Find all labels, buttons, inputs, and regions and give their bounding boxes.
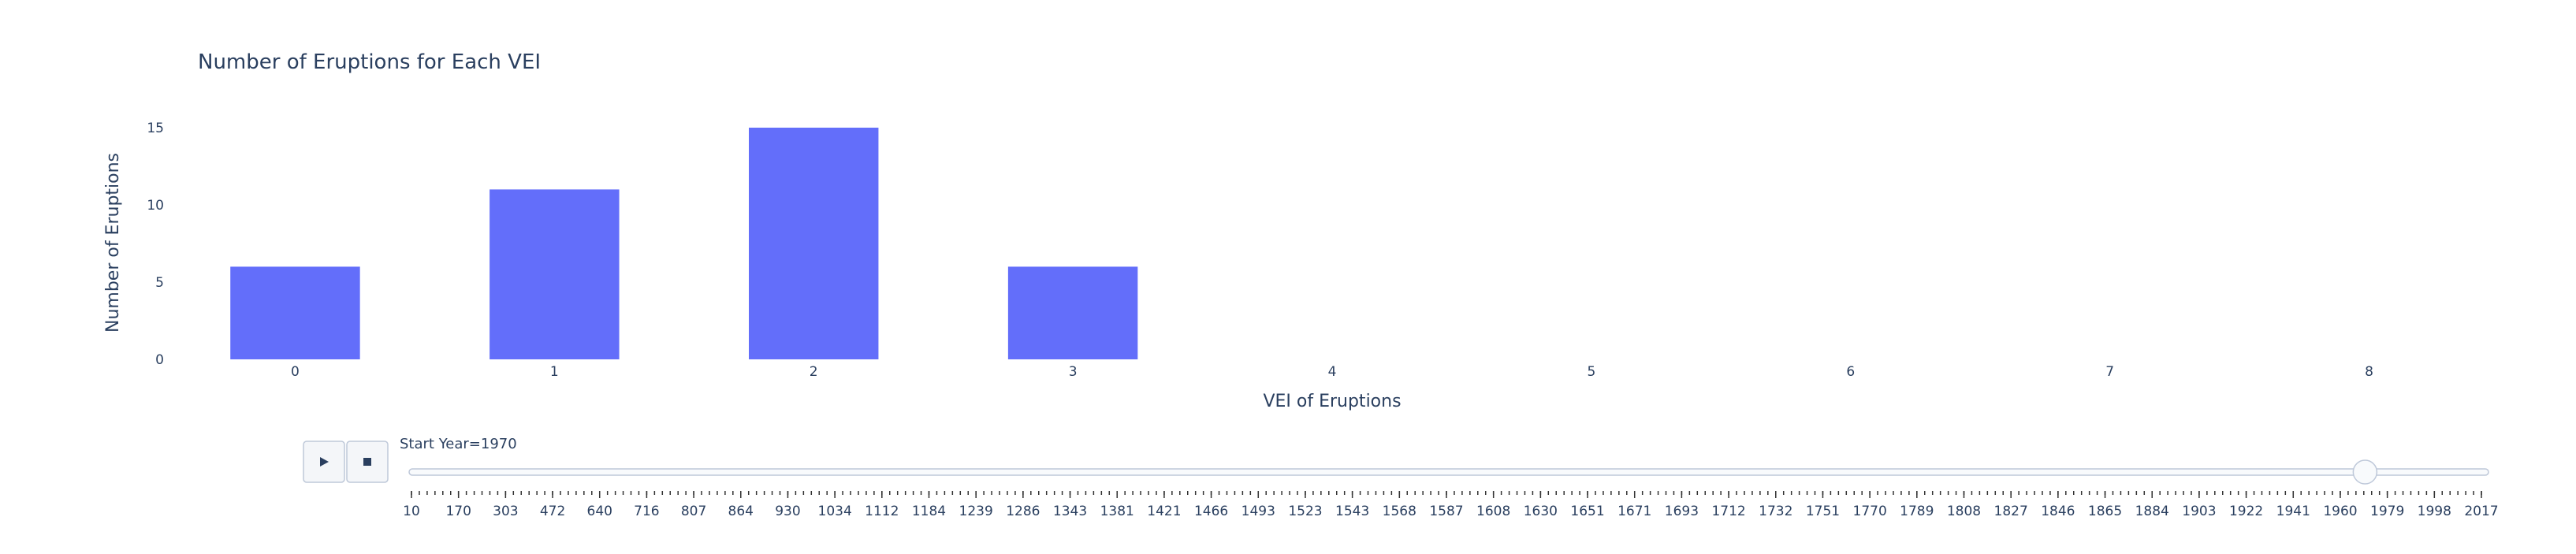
slider-step-label[interactable]: 1770: [1853, 504, 1887, 519]
slider-step-label[interactable]: 1381: [1100, 504, 1134, 519]
chart-title: Number of Eruptions for Each VEI: [198, 50, 541, 74]
bar-vei-1[interactable]: [490, 189, 620, 359]
bars: [230, 128, 1138, 359]
slider-step-label[interactable]: 1884: [2135, 504, 2169, 519]
slider-step-label[interactable]: 10: [403, 504, 420, 519]
slider-step-label[interactable]: 1693: [1665, 504, 1699, 519]
x-tick-label: 2: [810, 364, 818, 380]
slider-step-label[interactable]: 1568: [1383, 504, 1416, 519]
x-tick-label: 1: [550, 364, 559, 380]
slider-step-label[interactable]: 1751: [1806, 504, 1840, 519]
slider-step-label[interactable]: 1712: [1711, 504, 1745, 519]
slider-step-label[interactable]: 1979: [2370, 504, 2404, 519]
slider-step-label[interactable]: 640: [587, 504, 612, 519]
slider-step-label[interactable]: 1184: [912, 504, 946, 519]
slider-step-label[interactable]: 1034: [818, 504, 852, 519]
slider-step-label[interactable]: 1239: [959, 504, 993, 519]
x-tick-label: 6: [1846, 364, 1855, 380]
x-tick-label: 3: [1069, 364, 1078, 380]
slider-step-label[interactable]: 472: [540, 504, 565, 519]
slider-step-label[interactable]: 2017: [2464, 504, 2498, 519]
slider-step-label[interactable]: 716: [634, 504, 659, 519]
slider-step-label[interactable]: 1651: [1570, 504, 1604, 519]
y-tick-label: 10: [147, 198, 164, 214]
slider-step-label[interactable]: 1960: [2323, 504, 2357, 519]
slider-current-value: Start Year=1970: [400, 436, 517, 452]
slider-step-label[interactable]: 1466: [1194, 504, 1228, 519]
y-axis-ticks: 0 5 10 15: [147, 121, 164, 368]
x-tick-label: 7: [2105, 364, 2114, 380]
x-axis-ticks: 0 1 2 3 4 5 6 7 8: [291, 364, 2373, 380]
slider-step-label[interactable]: 1523: [1288, 504, 1322, 519]
slider-handle[interactable]: [2352, 459, 2378, 485]
x-tick-label: 5: [1587, 364, 1595, 380]
slider-step-label[interactable]: 1789: [1900, 504, 1934, 519]
slider-step-label[interactable]: 1493: [1241, 504, 1275, 519]
bar-vei-3[interactable]: [1007, 266, 1138, 359]
slider-step-label[interactable]: 1998: [2418, 504, 2451, 519]
slider-step-label[interactable]: 1732: [1759, 504, 1792, 519]
y-tick-label: 15: [147, 121, 164, 136]
plot-area: 0 5 10 15 0 1 2 3 4 5 6 7 8: [147, 121, 2373, 380]
stop-icon: [363, 458, 371, 466]
slider-step-label[interactable]: 170: [445, 504, 471, 519]
slider-track[interactable]: [408, 468, 2489, 476]
slider-step-label[interactable]: 1922: [2229, 504, 2263, 519]
slider-step-label[interactable]: 303: [493, 504, 518, 519]
y-tick-label: 0: [155, 352, 164, 368]
slider-step-label[interactable]: 1903: [2182, 504, 2216, 519]
slider-step-label[interactable]: 1941: [2276, 504, 2310, 519]
slider-step-label[interactable]: 1543: [1335, 504, 1369, 519]
play-icon: [320, 457, 329, 467]
slider-step-label[interactable]: 1808: [1947, 504, 1981, 519]
slider-step-label[interactable]: 1671: [1617, 504, 1651, 519]
x-tick-label: 0: [291, 364, 300, 380]
slider-step-label[interactable]: 1421: [1147, 504, 1181, 519]
slider-step-label[interactable]: 1286: [1006, 504, 1040, 519]
slider-step-label[interactable]: 864: [728, 504, 754, 519]
x-tick-label: 8: [2365, 364, 2373, 380]
slider-ticks: 10 170 303 472 640 716 807 864 930 1034 1112 1184 12…: [403, 491, 2499, 519]
slider-step-label[interactable]: 1827: [1994, 504, 2028, 519]
stop-button[interactable]: [346, 441, 389, 483]
slider-step-label[interactable]: 1587: [1429, 504, 1463, 519]
slider-step-label[interactable]: 930: [775, 504, 800, 519]
slider-step-label[interactable]: 1343: [1053, 504, 1087, 519]
slider-step-label[interactable]: 1846: [2041, 504, 2075, 519]
bar-vei-2[interactable]: [749, 128, 879, 359]
slider-step-label[interactable]: 1865: [2088, 504, 2122, 519]
play-button[interactable]: [303, 441, 345, 483]
bar-vei-0[interactable]: [230, 266, 360, 359]
x-axis-title: VEI of Eruptions: [1263, 392, 1401, 411]
slider-step-label[interactable]: 1630: [1524, 504, 1558, 519]
slider-step-label[interactable]: 1608: [1476, 504, 1510, 519]
y-axis-title: Number of Eruptions: [103, 153, 123, 333]
x-tick-label: 4: [1328, 364, 1337, 380]
slider-step-label[interactable]: 807: [681, 504, 706, 519]
slider-step-label[interactable]: 1112: [865, 504, 899, 519]
y-tick-label: 5: [155, 275, 164, 291]
